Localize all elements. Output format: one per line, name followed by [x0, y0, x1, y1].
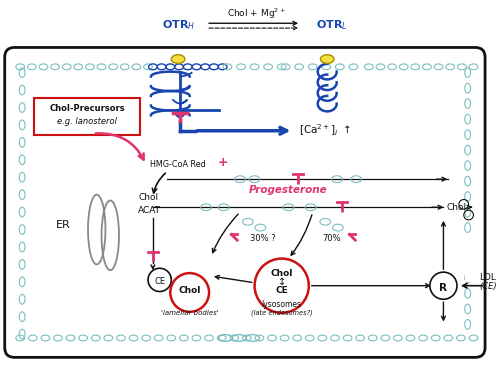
- Text: ACAT: ACAT: [138, 206, 162, 215]
- Text: 70%: 70%: [322, 234, 341, 243]
- Circle shape: [170, 273, 209, 312]
- Text: lysosomes: lysosomes: [262, 300, 302, 309]
- FancyBboxPatch shape: [4, 48, 485, 357]
- Text: CE: CE: [276, 286, 288, 296]
- Text: R: R: [440, 283, 448, 293]
- Text: OTR$_L$: OTR$_L$: [316, 18, 348, 32]
- FancyBboxPatch shape: [34, 98, 140, 135]
- Text: 'lamellar bodies': 'lamellar bodies': [161, 310, 218, 316]
- Text: Chol: Chol: [138, 193, 158, 203]
- Circle shape: [254, 259, 309, 313]
- Circle shape: [148, 268, 172, 292]
- Text: Chol: Chol: [178, 286, 201, 296]
- Text: Chol-Precursors: Chol-Precursors: [49, 104, 125, 113]
- Text: e.g. lanosterol: e.g. lanosterol: [57, 117, 117, 126]
- Text: Progesterone: Progesterone: [249, 185, 328, 195]
- Text: Chol: Chol: [446, 203, 466, 212]
- Text: Chol + Mg$^{2+}$: Chol + Mg$^{2+}$: [227, 7, 286, 21]
- Text: (late endosomes?): (late endosomes?): [251, 310, 312, 316]
- Text: HMG-CoA Red: HMG-CoA Red: [150, 160, 206, 169]
- Text: CE: CE: [154, 277, 165, 286]
- Ellipse shape: [320, 55, 334, 63]
- Text: 30% ?: 30% ?: [250, 234, 276, 243]
- Text: [Ca$^{2+}$]$_i$ $\uparrow$: [Ca$^{2+}$]$_i$ $\uparrow$: [299, 122, 351, 138]
- Text: ↕: ↕: [278, 277, 286, 287]
- Text: LDL: LDL: [480, 273, 496, 282]
- Text: OTR$_H$: OTR$_H$: [162, 18, 196, 32]
- Text: +: +: [218, 156, 228, 169]
- Ellipse shape: [172, 55, 185, 63]
- Text: Chol: Chol: [270, 269, 293, 278]
- Text: ER: ER: [56, 220, 70, 230]
- Circle shape: [430, 272, 457, 299]
- Text: (CE): (CE): [480, 282, 497, 291]
